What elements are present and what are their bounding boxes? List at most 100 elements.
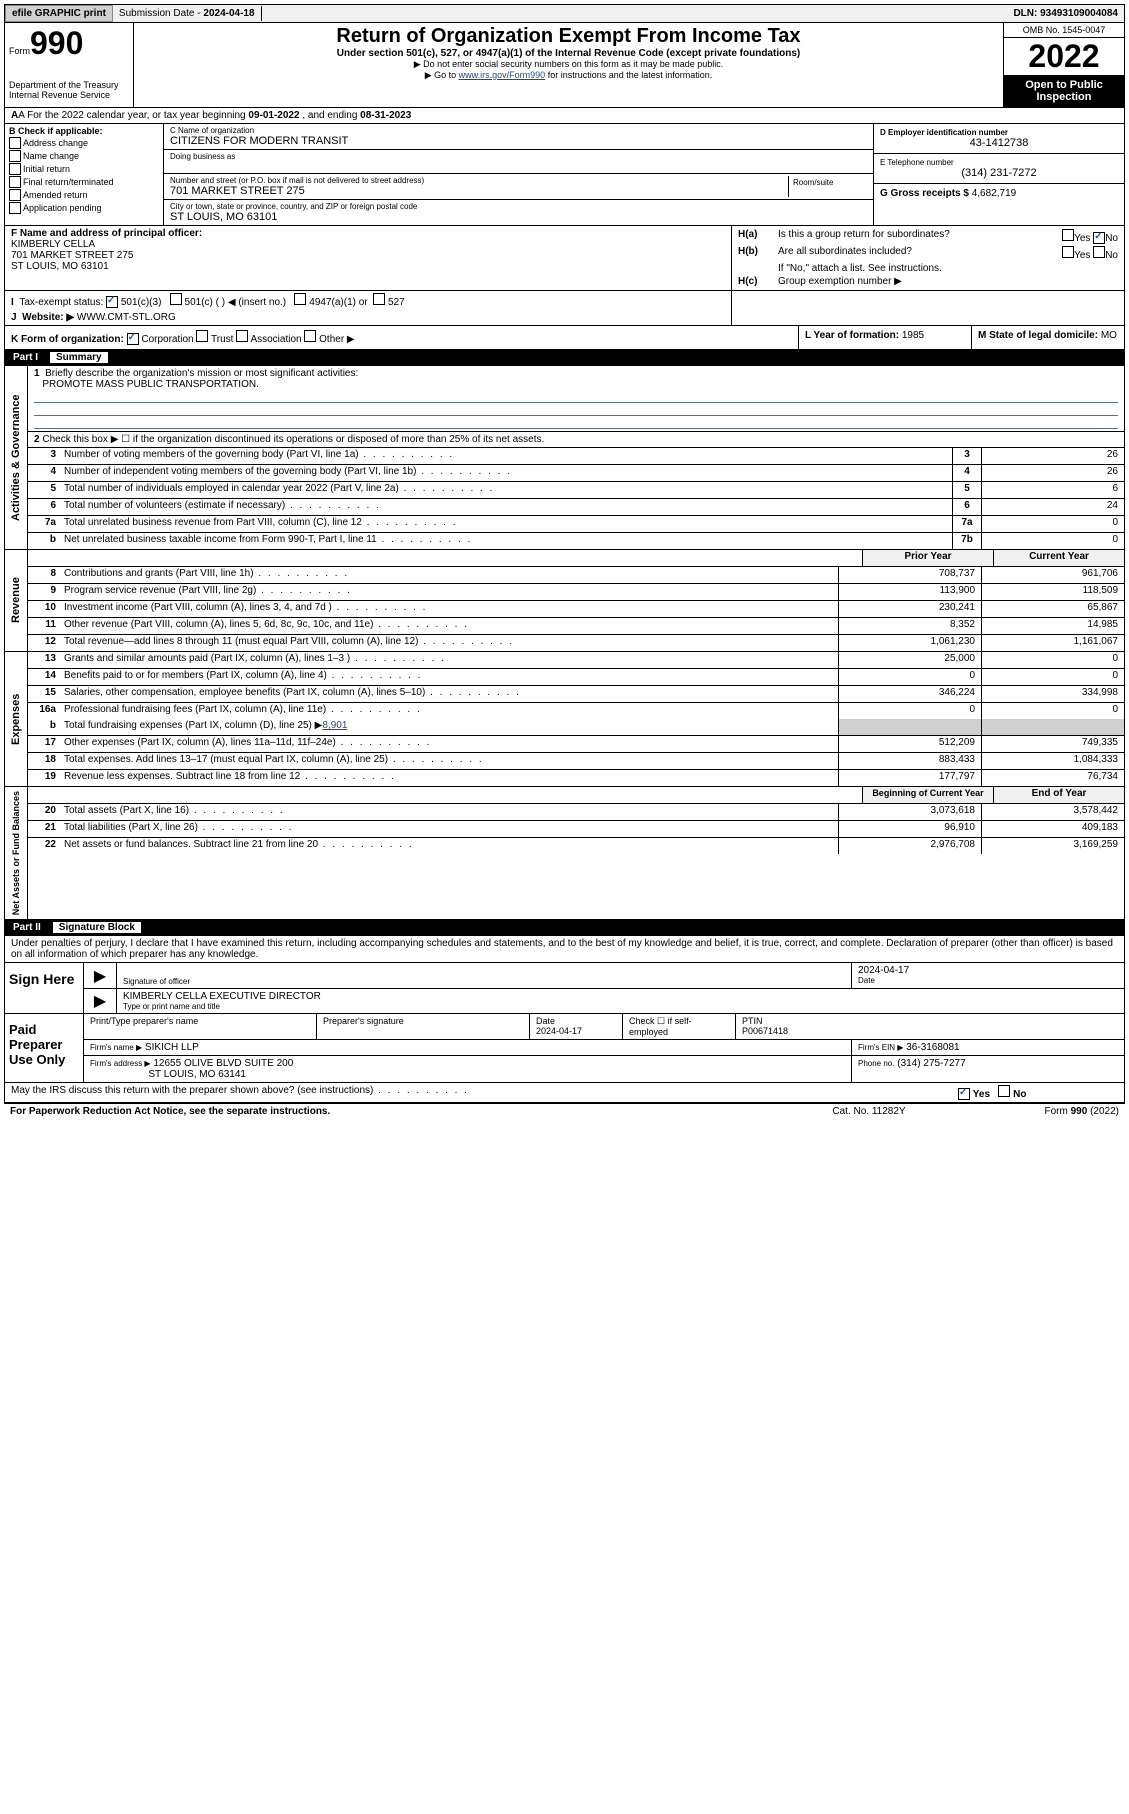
cb-501c[interactable] xyxy=(170,293,182,305)
cb-4947[interactable] xyxy=(294,293,306,305)
year-formation: L Year of formation: 1985 xyxy=(799,326,972,349)
table-row: 3Number of voting members of the governi… xyxy=(28,448,1124,465)
irs-link[interactable]: www.irs.gov/Form990 xyxy=(459,70,546,80)
subtitle: Under section 501(c), 527, or 4947(a)(1)… xyxy=(140,48,997,59)
dba-label: Doing business as xyxy=(170,152,867,161)
rev-header-row: Prior Year Current Year xyxy=(28,550,1124,567)
table-row: 19Revenue less expenses. Subtract line 1… xyxy=(28,770,1124,786)
paid-preparer-row: Paid Preparer Use Only Print/Type prepar… xyxy=(5,1014,1124,1083)
self-employed-check[interactable]: Check ☐ if self-employed xyxy=(623,1014,736,1039)
paid-preparer-label: Paid Preparer Use Only xyxy=(5,1014,84,1083)
line-1: 1 Briefly describe the organization's mi… xyxy=(28,366,1124,432)
table-row: 14Benefits paid to or for members (Part … xyxy=(28,669,1124,686)
cb-association[interactable] xyxy=(236,330,248,342)
table-row: 20Total assets (Part X, line 16)3,073,61… xyxy=(28,804,1124,821)
prep-date-header: Date2024-04-17 xyxy=(530,1014,623,1039)
gross-receipts: 4,682,719 xyxy=(972,188,1017,199)
mission-text: PROMOTE MASS PUBLIC TRANSPORTATION. xyxy=(42,379,259,390)
cb-other[interactable] xyxy=(304,330,316,342)
cb-name-change[interactable]: Name change xyxy=(9,150,159,162)
principal-officer: F Name and address of principal officer:… xyxy=(5,226,732,290)
city-state-zip: ST LOUIS, MO 63101 xyxy=(170,211,867,223)
declaration-text: Under penalties of perjury, I declare th… xyxy=(5,936,1124,963)
col-b-checkboxes: B Check if applicable: Address change Na… xyxy=(5,124,164,225)
vtab-net-assets: Net Assets or Fund Balances xyxy=(5,787,28,919)
line-2: 2 Check this box ▶ ☐ if the organization… xyxy=(28,432,1124,448)
section-fgh: F Name and address of principal officer:… xyxy=(4,226,1125,291)
sig-officer-label: Signature of officer xyxy=(123,977,845,986)
cb-527[interactable] xyxy=(373,293,385,305)
discuss-yes[interactable] xyxy=(958,1088,970,1100)
table-row: 13Grants and similar amounts paid (Part … xyxy=(28,652,1124,669)
firm-phone: Phone no. (314) 275-7277 xyxy=(852,1056,1124,1082)
org-name: CITIZENS FOR MODERN TRANSIT xyxy=(170,135,867,147)
revenue-section: Revenue Prior Year Current Year 8Contrib… xyxy=(4,550,1125,652)
officer-name: KIMBERLY CELLA xyxy=(11,239,95,250)
discuss-row: May the IRS discuss this return with the… xyxy=(5,1083,1124,1102)
firm-ein: Firm's EIN ▶ 36-3168081 xyxy=(852,1040,1124,1055)
main-title: Return of Organization Exempt From Incom… xyxy=(140,25,997,48)
cb-final-return[interactable]: Final return/terminated xyxy=(9,176,159,188)
phone-label: E Telephone number xyxy=(880,158,1118,167)
cb-501c3[interactable] xyxy=(106,296,118,308)
tax-year: 2022 xyxy=(1004,38,1124,75)
line-16b: b Total fundraising expenses (Part IX, c… xyxy=(28,719,1124,736)
row-ij: I Tax-exempt status: 501(c)(3) 501(c) ( … xyxy=(4,291,1125,326)
form-ref: Form 990 (2022) xyxy=(969,1106,1119,1117)
discuss-no[interactable] xyxy=(998,1085,1010,1097)
table-row: 7aTotal unrelated business revenue from … xyxy=(28,516,1124,533)
cb-address-change[interactable]: Address change xyxy=(9,137,159,149)
website: WWW.CMT-STL.ORG xyxy=(77,312,176,323)
room-label: Room/suite xyxy=(793,178,863,187)
vtab-revenue: Revenue xyxy=(5,550,28,651)
officer-typed-name: KIMBERLY CELLA EXECUTIVE DIRECTOR xyxy=(123,991,1118,1002)
form-of-org: K Form of organization: Corporation Trus… xyxy=(5,326,799,349)
table-row: 12Total revenue—add lines 8 through 11 (… xyxy=(28,635,1124,651)
table-row: bNet unrelated business taxable income f… xyxy=(28,533,1124,549)
gross-label: G Gross receipts $ xyxy=(880,188,969,199)
org-name-label: C Name of organization xyxy=(170,126,867,135)
dln: DLN: 93493109004084 xyxy=(1007,6,1124,21)
vtab-governance: Activities & Governance xyxy=(5,366,28,549)
col-c-org-info: C Name of organization CITIZENS FOR MODE… xyxy=(164,124,873,225)
row-a-tax-year: AA For the 2022 calendar year, or tax ye… xyxy=(4,108,1125,124)
cb-corporation[interactable] xyxy=(127,333,139,345)
form-header: Form990 Department of the Treasury Inter… xyxy=(4,23,1125,108)
street-address: 701 MARKET STREET 275 xyxy=(170,185,788,197)
part1-header: Part I Summary xyxy=(4,350,1125,366)
state-domicile: M State of legal domicile: MO xyxy=(972,326,1124,349)
open-to-public: Open to Public Inspection xyxy=(1004,75,1124,107)
ha-yes[interactable] xyxy=(1062,229,1074,241)
submission-date: Submission Date - 2024-04-18 xyxy=(113,6,262,21)
firm-name: Firm's name ▶ SIKICH LLP xyxy=(84,1040,852,1055)
omb-number: OMB No. 1545-0047 xyxy=(1004,23,1124,38)
year-box: OMB No. 1545-0047 2022 Open to Public In… xyxy=(1003,23,1124,107)
title-box: Return of Organization Exempt From Incom… xyxy=(134,23,1003,107)
table-row: 4Number of independent voting members of… xyxy=(28,465,1124,482)
table-row: 11Other revenue (Part VIII, column (A), … xyxy=(28,618,1124,635)
efile-print-button[interactable]: efile GRAPHIC print xyxy=(5,5,113,22)
cb-initial-return[interactable]: Initial return xyxy=(9,163,159,175)
part2-header: Part II Signature Block xyxy=(4,920,1125,936)
hb-yes[interactable] xyxy=(1062,246,1074,258)
table-row: 10Investment income (Part VIII, column (… xyxy=(28,601,1124,618)
sign-here-row: Sign Here ▶ Signature of officer 2024-04… xyxy=(5,963,1124,1014)
footer: For Paperwork Reduction Act Notice, see … xyxy=(4,1103,1125,1119)
cb-trust[interactable] xyxy=(196,330,208,342)
firm-address: Firm's address ▶ 12655 OLIVE BLVD SUITE … xyxy=(84,1056,852,1082)
table-row: 5Total number of individuals employed in… xyxy=(28,482,1124,499)
ptin-cell: PTINP00671418 xyxy=(736,1014,1124,1039)
officer-addr: 701 MARKET STREET 275 xyxy=(11,250,133,261)
hb-no[interactable] xyxy=(1093,246,1105,258)
cb-amended-return[interactable]: Amended return xyxy=(9,189,159,201)
prep-sig-header: Preparer's signature xyxy=(317,1014,530,1039)
table-row: 18Total expenses. Add lines 13–17 (must … xyxy=(28,753,1124,770)
tax-exempt-status: I Tax-exempt status: 501(c)(3) 501(c) ( … xyxy=(11,293,725,308)
cb-application-pending[interactable]: Application pending xyxy=(9,202,159,214)
section-bcde: B Check if applicable: Address change Na… xyxy=(4,124,1125,226)
arrow-icon: ▶ xyxy=(84,989,117,1013)
col-de: D Employer identification number 43-1412… xyxy=(873,124,1124,225)
table-row: 8Contributions and grants (Part VIII, li… xyxy=(28,567,1124,584)
table-row: 15Salaries, other compensation, employee… xyxy=(28,686,1124,703)
ha-no[interactable] xyxy=(1093,232,1105,244)
